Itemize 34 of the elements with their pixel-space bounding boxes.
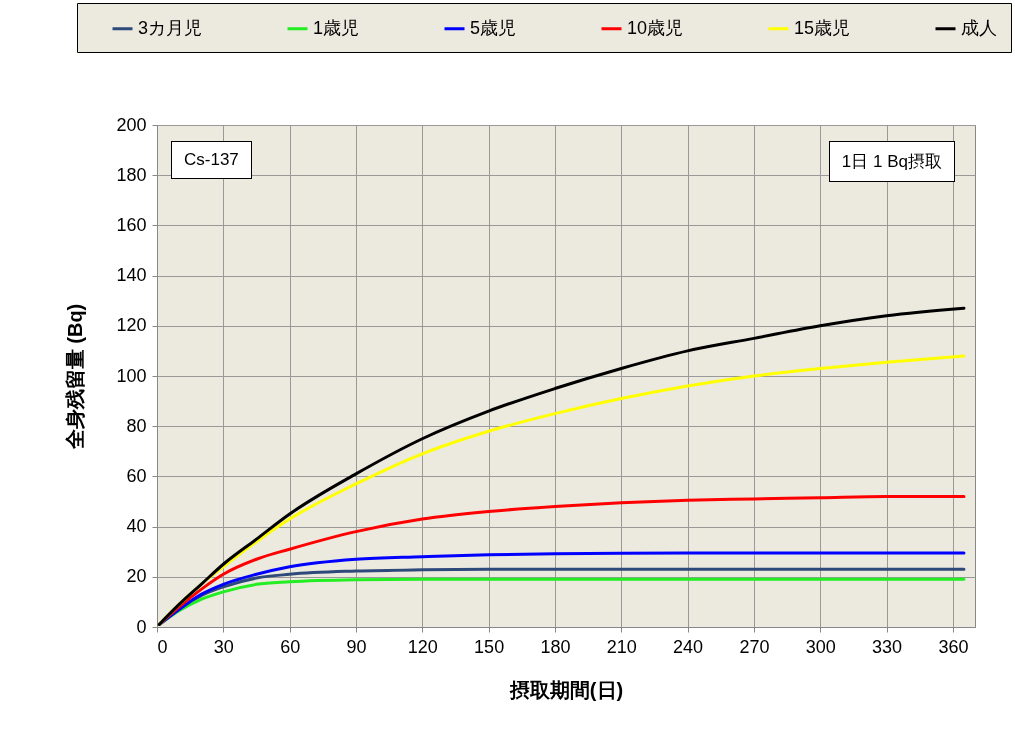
- y-tick-label: 60: [126, 465, 147, 486]
- x-tick-label: 180: [540, 636, 571, 657]
- x-tick-label: 60: [280, 636, 301, 657]
- x-tick-label: 30: [213, 636, 234, 657]
- y-tick-label: 40: [126, 516, 147, 537]
- annotation: Cs-137: [171, 141, 252, 179]
- annotation: 1日 1 Bq摂取: [828, 141, 955, 182]
- y-axis-title: 全身残留量 (Bq): [64, 303, 87, 451]
- x-tick-label: 240: [673, 636, 704, 657]
- legend-label: 10歳児: [627, 17, 684, 38]
- x-tick-label: 150: [474, 636, 505, 657]
- x-tick-label: 300: [805, 636, 836, 657]
- y-tick-label: 140: [116, 265, 147, 286]
- x-tick-label: 330: [872, 636, 903, 657]
- legend-label: 15歳児: [794, 17, 851, 38]
- y-tick-label: 100: [116, 365, 147, 386]
- legend-label: 成人: [961, 17, 997, 38]
- y-tick-label: 0: [136, 616, 147, 637]
- x-axis-title: 摂取期間(日): [508, 678, 624, 701]
- x-tick-label: 210: [606, 636, 637, 657]
- y-tick-label: 20: [126, 566, 147, 587]
- y-tick-label: 180: [116, 164, 147, 185]
- legend-label: 1歳児: [313, 17, 360, 38]
- legend-label: 5歳児: [470, 17, 517, 38]
- x-tick-label: 0: [157, 636, 168, 657]
- y-tick-label: 200: [116, 114, 147, 135]
- x-tick-label: 270: [739, 636, 770, 657]
- y-tick-label: 120: [116, 315, 147, 336]
- x-tick-label: 90: [346, 636, 367, 657]
- y-tick-label: 80: [126, 415, 147, 436]
- y-tick-label: 160: [116, 214, 147, 235]
- x-tick-label: 360: [938, 636, 969, 657]
- x-tick-label: 120: [407, 636, 438, 657]
- legend-label: 3カ月児: [138, 17, 203, 38]
